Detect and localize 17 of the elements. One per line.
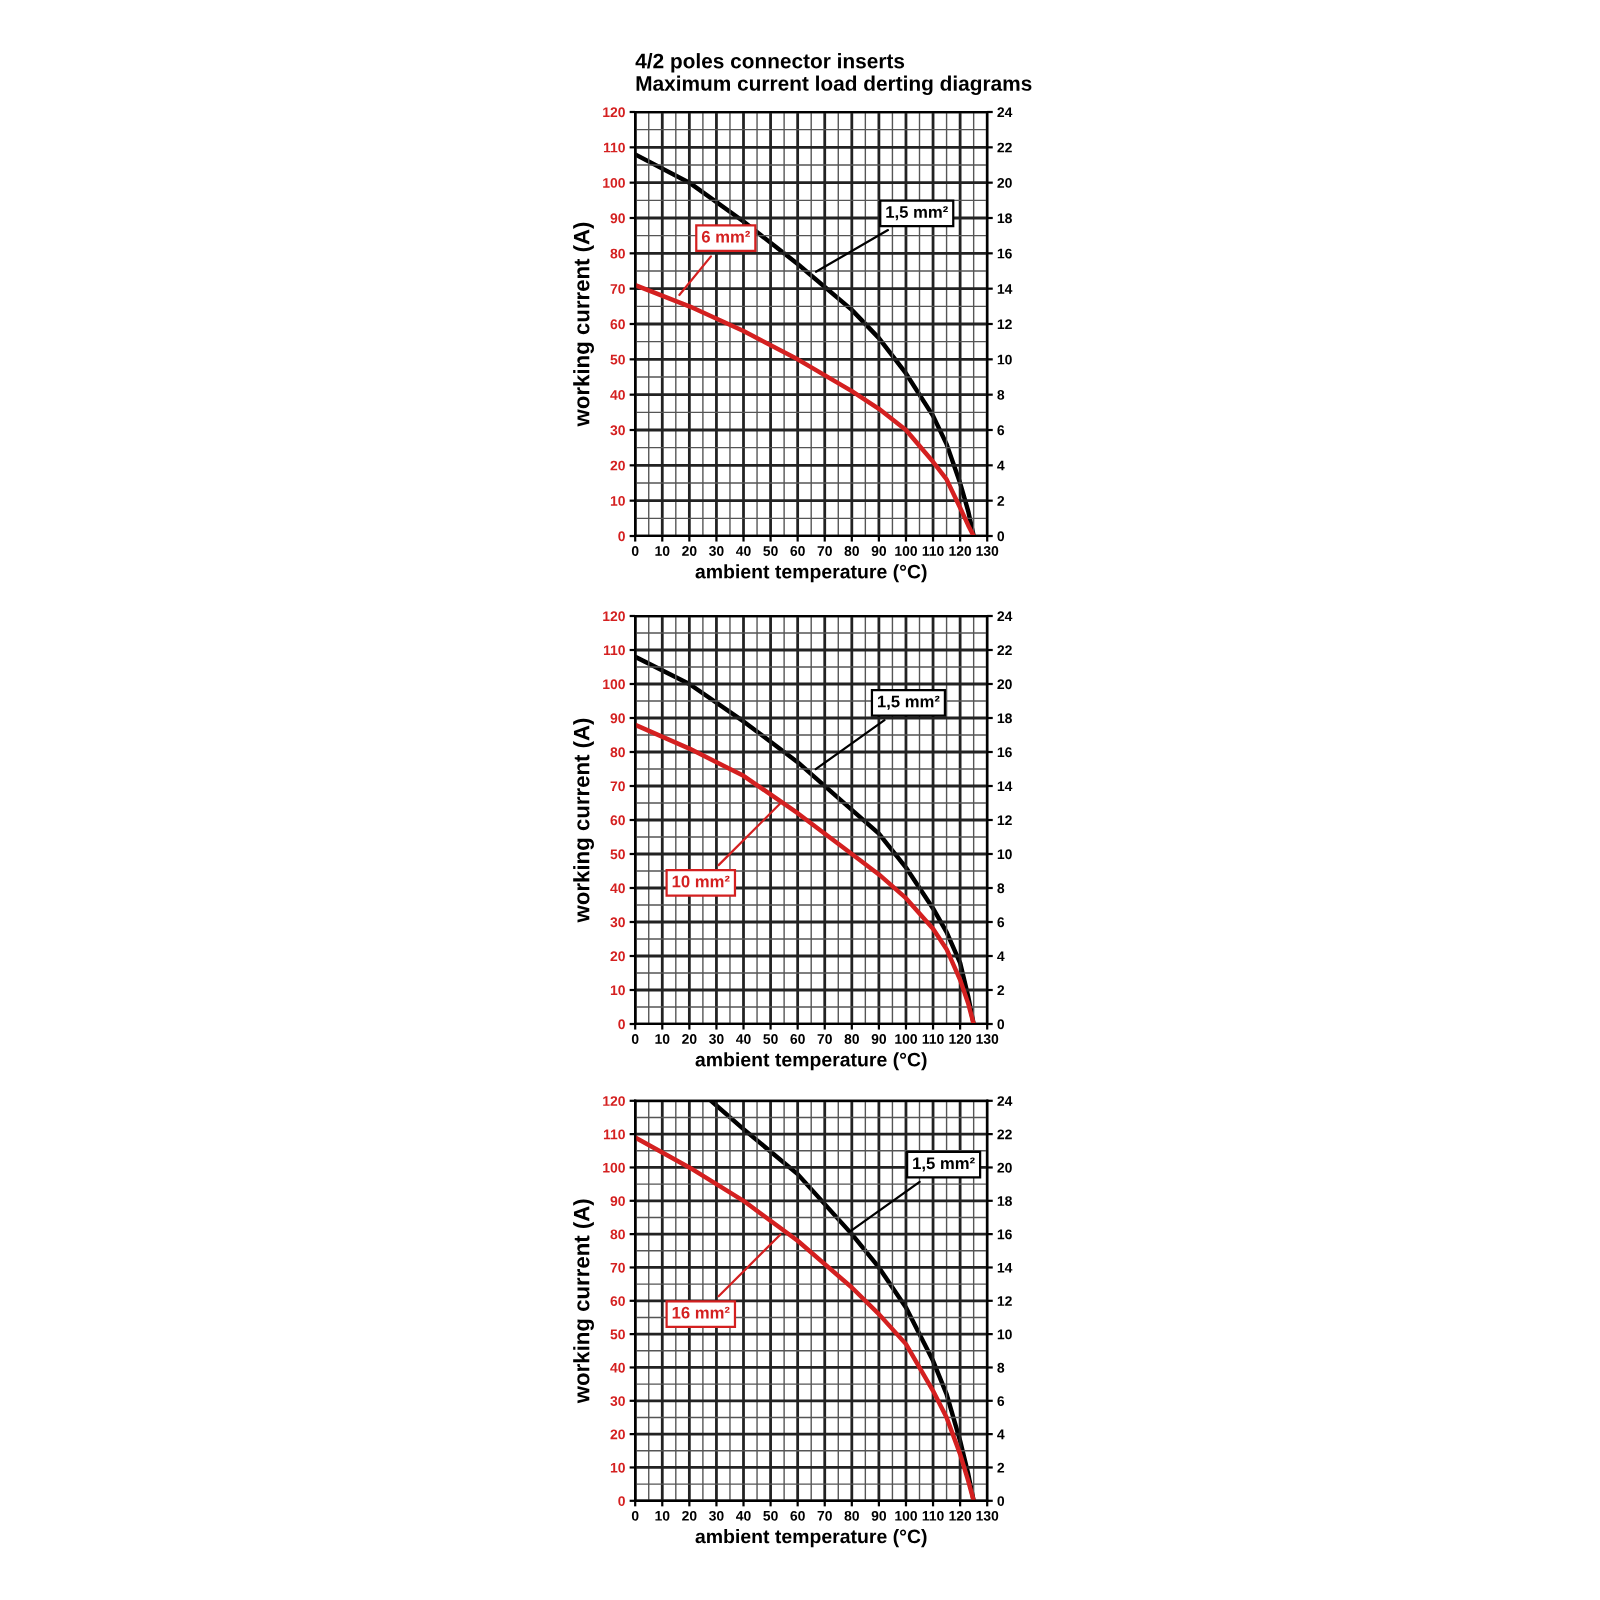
line-series [635, 282, 976, 536]
annotation: 16 mm² [672, 1306, 730, 1319]
annotation: 1,5 mm² [877, 695, 940, 710]
y-axis-title: working current (A) [573, 222, 594, 427]
annotation: 6 mm² [701, 230, 751, 243]
x-axis-title: ambient temperature (°C) [695, 1529, 927, 1548]
annotation: 1,5 mm² [886, 206, 948, 221]
chart-subtitle: Maximum current load derting diagrams [636, 75, 1032, 96]
line-series [635, 1135, 976, 1501]
annotation: 1,5 mm² [913, 1157, 975, 1172]
annotation: 10 mm² [672, 875, 730, 888]
line-series [635, 722, 976, 1024]
x-axis-title: ambient temperature (°C) [695, 564, 927, 583]
y-axis-title: working current (A) [573, 1199, 594, 1404]
y-axis-title: working current (A) [573, 718, 594, 923]
chart-title: 4/2 poles connector inserts [635, 53, 905, 73]
x-axis-title: ambient temperature (°C) [695, 1052, 927, 1071]
